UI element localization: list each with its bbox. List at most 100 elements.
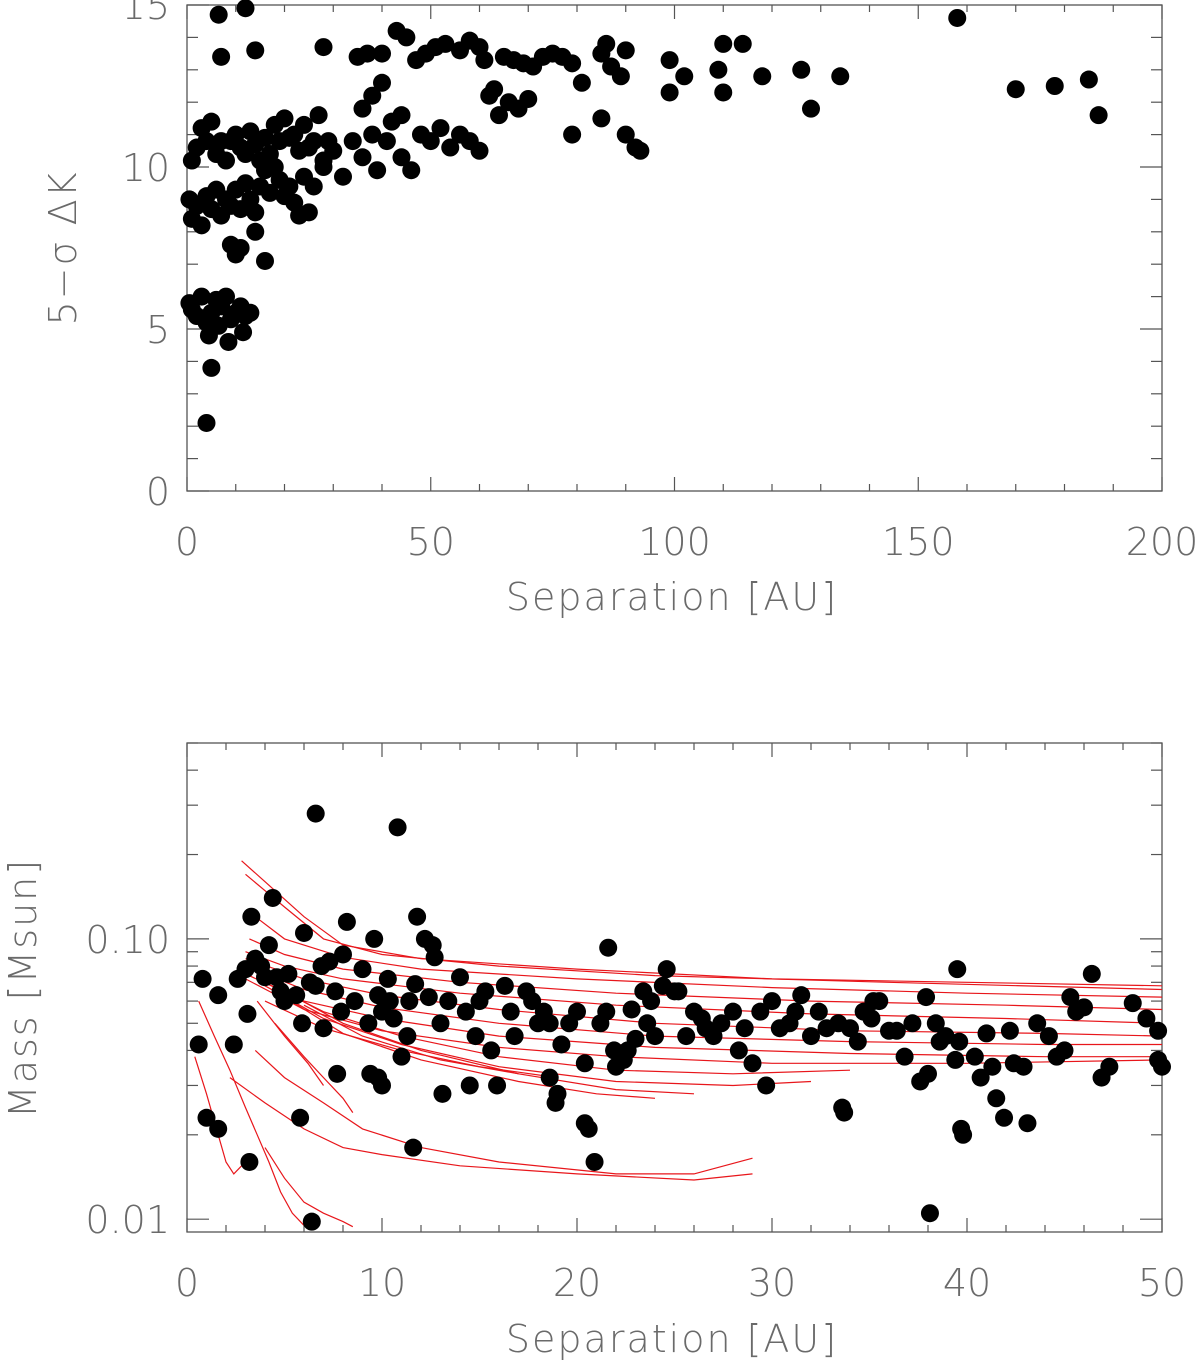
data-point	[202, 112, 221, 131]
x-axis-title-bottom: Separation [AU]	[506, 1317, 838, 1361]
red-track-1	[241, 860, 1163, 987]
red-track-3	[254, 916, 1163, 998]
data-point	[733, 34, 752, 53]
data-point	[197, 1108, 216, 1127]
data-point	[259, 936, 278, 955]
data-point	[657, 960, 676, 979]
red-track-4	[249, 938, 1163, 1011]
data-point	[408, 907, 427, 926]
data-point	[334, 167, 352, 186]
tick-marks-bottom	[186, 742, 1163, 1232]
data-point	[616, 125, 635, 144]
data-point	[926, 1014, 945, 1033]
data-point	[470, 141, 489, 160]
data-point	[724, 1002, 742, 1021]
data-point	[646, 1027, 664, 1046]
data-point	[950, 1032, 969, 1051]
data-point	[903, 1014, 922, 1033]
data-point	[404, 1138, 423, 1157]
data-point	[359, 1014, 378, 1033]
red-track-16	[274, 1022, 354, 1113]
data-point	[246, 203, 265, 222]
data-point	[751, 1002, 770, 1021]
data-point	[597, 34, 616, 53]
data-point	[373, 1076, 391, 1095]
data-point	[373, 44, 391, 63]
data-point	[309, 106, 328, 125]
data-point	[377, 132, 396, 151]
data-point	[887, 1021, 906, 1040]
red-track-19	[194, 1056, 243, 1175]
plot-frame-bottom	[186, 742, 1163, 1233]
data-point	[400, 992, 419, 1011]
data-point	[563, 54, 582, 73]
data-point	[831, 67, 850, 86]
data-point	[314, 1019, 333, 1038]
red-track-22	[256, 1000, 324, 1086]
data-point	[809, 1002, 828, 1021]
data-point	[363, 86, 382, 105]
data-point	[343, 132, 362, 151]
data-point	[946, 1050, 965, 1069]
data-point	[870, 992, 889, 1011]
data-point	[304, 132, 323, 151]
data-point	[735, 1019, 754, 1038]
data-point	[476, 982, 495, 1001]
data-point	[439, 992, 458, 1011]
data-point	[585, 1152, 604, 1171]
data-point	[572, 73, 591, 92]
data-point	[1082, 964, 1101, 983]
panel-top-delta-k: 0 50 100 150 200 0 5 10 15 Separation [AU] 5−σ Δ…	[41, 0, 1198, 619]
data-point	[224, 1035, 243, 1054]
data-point	[802, 1027, 820, 1046]
x-tick-label-bottom: 40	[943, 1261, 991, 1305]
data-point	[611, 67, 630, 86]
x-tick-label-bottom: 50	[1138, 1261, 1186, 1305]
data-point	[936, 1027, 955, 1046]
data-point	[753, 67, 772, 86]
x-axis-title-top: Separation [AU]	[506, 575, 838, 619]
data-point	[1089, 106, 1108, 125]
data-point	[917, 988, 936, 1007]
data-point	[306, 976, 325, 995]
data-point	[540, 1068, 559, 1087]
data-point	[792, 60, 811, 79]
red-tracks-bottom	[194, 860, 1163, 1228]
red-track-20	[198, 1000, 305, 1226]
data-point	[299, 203, 318, 222]
data-point	[1045, 77, 1064, 95]
data-point	[995, 1108, 1014, 1127]
data-point	[802, 99, 820, 118]
data-point	[209, 5, 228, 24]
x-tick-label-top: 0	[175, 520, 199, 564]
data-point	[280, 177, 299, 196]
data-point	[246, 222, 265, 241]
data-point	[337, 912, 356, 931]
data-point	[835, 1103, 854, 1122]
x-tick-label-bottom: 10	[358, 1261, 406, 1305]
data-point	[675, 67, 694, 86]
data-point	[1000, 1021, 1019, 1040]
data-point	[1075, 998, 1093, 1017]
data-point	[202, 358, 221, 377]
data-points-top	[180, 0, 1108, 432]
data-point	[441, 138, 460, 157]
data-point	[729, 1041, 748, 1060]
x-tick-label-top: 150	[882, 520, 955, 564]
data-point	[540, 1014, 559, 1033]
data-point	[353, 148, 372, 167]
data-point	[240, 1152, 259, 1171]
data-point	[548, 1084, 567, 1103]
data-point	[263, 888, 282, 907]
data-point	[482, 1041, 501, 1060]
data-point	[368, 161, 387, 180]
data-point	[490, 106, 508, 125]
data-point	[363, 125, 382, 144]
data-point	[397, 28, 416, 47]
data-point	[334, 945, 352, 964]
x-tick-label-bottom: 30	[748, 1261, 796, 1305]
data-point	[324, 141, 343, 160]
data-point	[275, 109, 294, 128]
data-point	[392, 148, 411, 167]
data-point	[279, 964, 298, 983]
